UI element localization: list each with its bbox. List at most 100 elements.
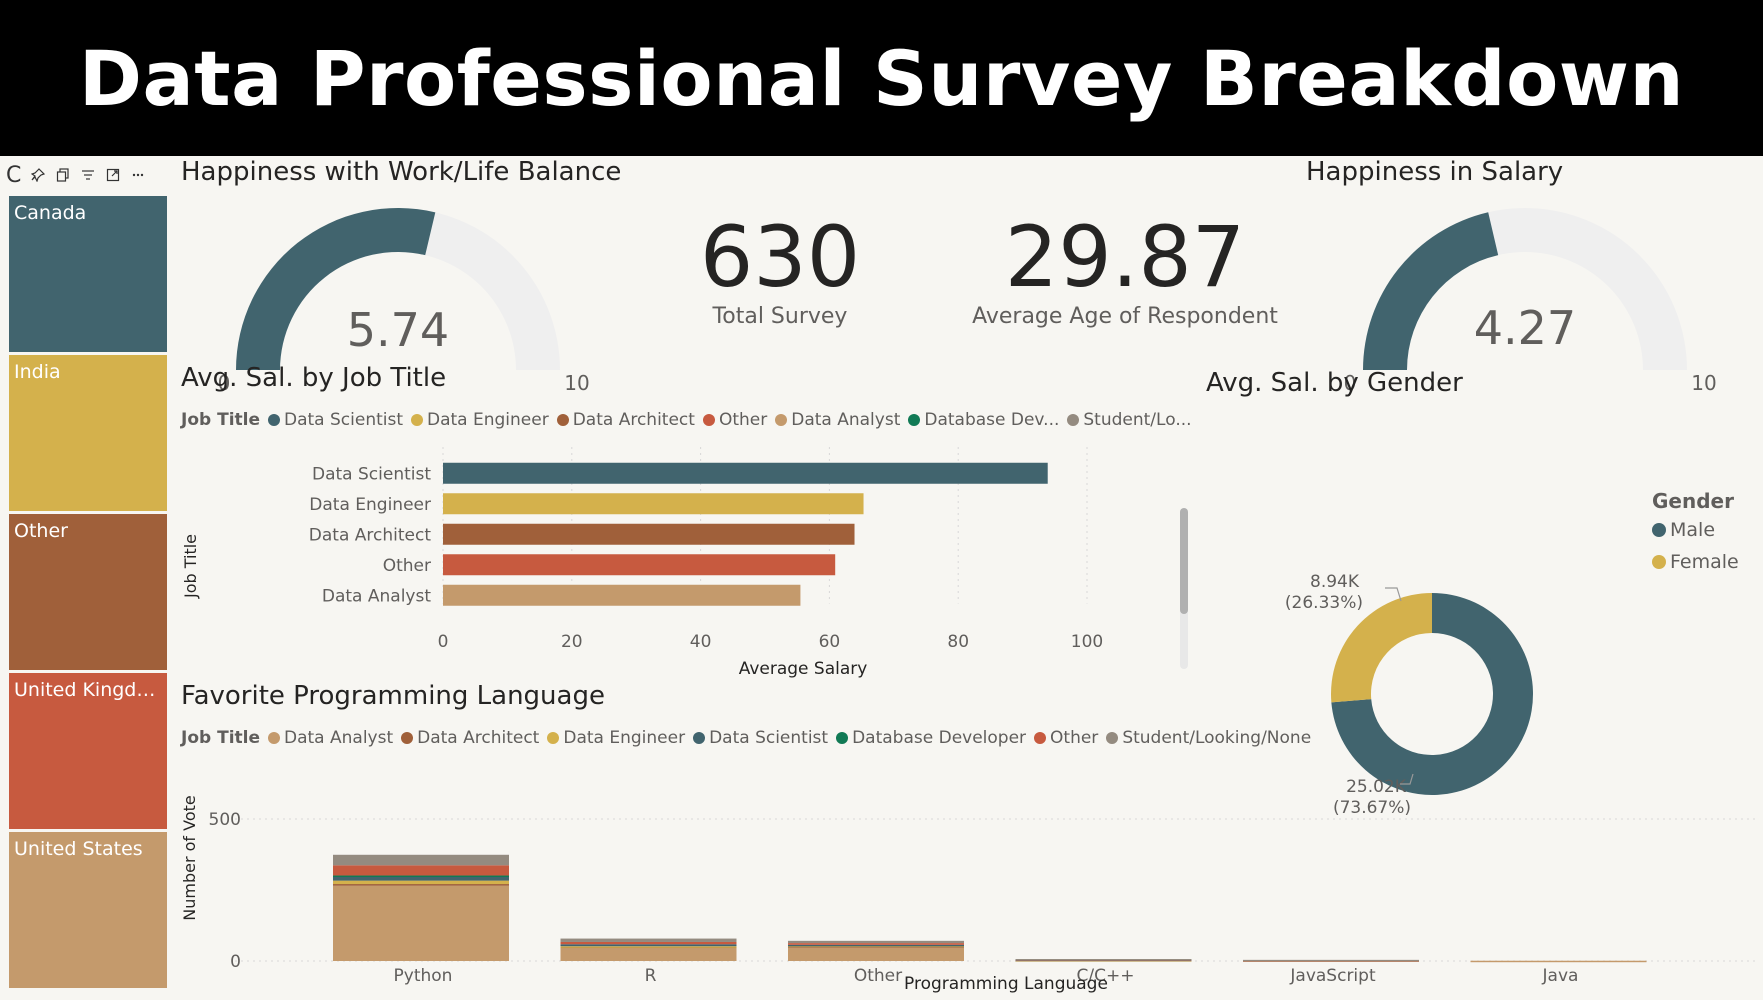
filter-icon[interactable] [80,167,96,183]
worklife-gauge-title: Happiness with Work/Life Balance [181,157,622,187]
x-category-label: Java [1542,966,1579,986]
worklife-gauge[interactable]: 5.74 0 10 [200,194,620,394]
stack-segment-other-data-scientist[interactable] [788,944,964,947]
legend-dot [1652,523,1666,537]
donut-slice-female[interactable] [1331,593,1432,703]
treemap-cell-canada[interactable]: Canada [9,196,167,352]
pin-icon[interactable] [30,167,46,183]
legend-item-data-analyst[interactable]: Data Analyst [268,728,393,748]
legend-item-data-analyst[interactable]: Data Analyst [775,410,900,430]
stack-segment-other-other[interactable] [788,943,964,945]
legend-item-student-lo[interactable]: Student/Lo... [1067,410,1192,430]
legend-item-data-architect[interactable]: Data Architect [556,410,695,430]
x-tick-label: 40 [690,632,712,652]
stack-segment-python-data-architect[interactable] [333,884,509,886]
bar-data-analyst[interactable] [443,584,801,606]
gender-salary-chart-title: Avg. Sal. by Gender [1206,368,1463,398]
legend-label: Other [718,410,768,430]
language-chart-title: Favorite Programming Language [181,681,605,711]
legend-label: Database Dev... [924,410,1060,430]
y-axis-label: Number of Vote [180,795,199,920]
legend-label: Data Engineer [427,410,549,430]
x-axis-label: Programming Language [904,974,1108,994]
stack-segment-r-data-scientist[interactable] [560,944,737,947]
donut-female-percent-label: (26.33%) [1285,593,1363,613]
legend-label: Student/Lo... [1083,410,1192,430]
stack-segment-javascript-student-looking-none[interactable] [1243,959,1419,962]
stack-segment-python-other[interactable] [333,865,509,876]
stack-segment-r-data-analyst[interactable] [560,946,737,961]
legend-item-student-looking-none[interactable]: Student/Looking/None [1106,728,1311,748]
treemap-cell-label: Canada [14,202,87,224]
x-tick-label: 80 [947,632,969,652]
treemap-cell-india[interactable]: India [9,355,167,511]
y-category-label: Data Analyst [322,586,431,606]
stack-segment-c-c-student-looking-none[interactable] [1015,959,1192,961]
more-options-icon[interactable] [130,167,146,183]
legend-dot [908,414,921,426]
gender-legend: Gender Male Female [1652,489,1739,583]
legend-item-data-scientist[interactable]: Data Scientist [693,728,828,748]
legend-item-data-engineer[interactable]: Data Engineer [411,410,549,430]
job-salary-legend: Job Title Data Scientist Data Engineer Dat… [181,410,1200,430]
bar-data-scientist[interactable] [443,462,1048,484]
legend-title: Job Title [181,410,260,430]
legend-item-other[interactable]: Other [1034,728,1098,748]
stack-segment-python-data-engineer[interactable] [333,880,509,885]
legend-dot [1652,555,1666,569]
scrollbar-track[interactable] [1180,607,1188,669]
bar-data-engineer[interactable] [443,493,864,515]
treemap-cell-label: India [14,361,61,383]
gender-legend-title: Gender [1652,489,1734,513]
stack-segment-other-student-looking-none[interactable] [788,940,964,944]
treemap-cell-united-kingdom[interactable]: United Kingdo... [9,673,167,829]
stack-segment-java-data-analyst[interactable] [1470,960,1647,963]
language-legend: Job Title Data Analyst Data Architect Data… [181,728,1319,748]
donut-female-leader-line [1385,587,1402,602]
legend-item-data-architect[interactable]: Data Architect [401,728,539,748]
legend-item-female[interactable]: Female [1652,551,1739,573]
scrollbar-thumb[interactable] [1180,508,1188,614]
legend-item-other[interactable]: Other [702,410,768,430]
gender-salary-donut-chart[interactable]: 8.94K (26.33%) 25.02K (73.67%) [1270,411,1650,831]
stack-segment-r-data-engineer[interactable] [560,946,737,948]
stack-segment-python-data-scientist[interactable] [333,876,509,881]
legend-dot [775,414,788,426]
legend-dot [401,732,414,744]
stack-segment-other-data-analyst[interactable] [788,946,964,961]
treemap-cell-other[interactable]: Other [9,514,167,670]
x-category-label: Python [394,966,453,986]
job-salary-bar-chart[interactable]: Data Scientist Data Engineer Data Architec… [175,441,1205,701]
x-tick-label: 60 [819,632,841,652]
stack-segment-python-database-developer[interactable] [333,875,509,878]
legend-item-data-scientist[interactable]: Data Scientist [268,410,403,430]
bar-other[interactable] [443,554,836,576]
copy-icon[interactable] [55,167,71,183]
donut-slice-male[interactable] [1331,593,1533,795]
legend-item-database-dev[interactable]: Database Dev... [908,410,1059,430]
gauge-min-label: 0 [218,371,231,394]
legend-item-male[interactable]: Male [1652,519,1739,541]
legend-label: Female [1670,551,1739,573]
bar-data-architect[interactable] [443,523,855,545]
legend-dot [547,732,560,744]
stack-segment-python-student-looking-none[interactable] [333,854,509,866]
stack-segment-python-data-analyst[interactable] [333,885,509,961]
legend-item-database-developer[interactable]: Database Developer [836,728,1026,748]
salary-gauge[interactable]: 4.27 0 10 [1327,194,1757,394]
legend-label: Student/Looking/None [1122,728,1312,748]
x-tick-label: 0 [438,632,449,652]
focus-mode-icon[interactable] [105,167,121,183]
treemap-title: C [6,162,22,188]
x-category-label: JavaScript [1289,966,1376,986]
language-stacked-column-chart[interactable]: Python R Other C/C++ JavaScript Java 0 500 Num… [175,776,1755,996]
gauge-fill [236,208,436,370]
stack-segment-r-other[interactable] [560,941,737,945]
gauge-fill [1363,212,1499,370]
gauge-min-label: 0 [1344,371,1357,394]
legend-label: Data Scientist [709,728,829,748]
legend-dot [1034,732,1047,744]
legend-item-data-engineer[interactable]: Data Engineer [547,728,685,748]
treemap-cell-united-states[interactable]: United States [9,832,167,988]
stack-segment-r-student-looking-none[interactable] [560,938,737,942]
